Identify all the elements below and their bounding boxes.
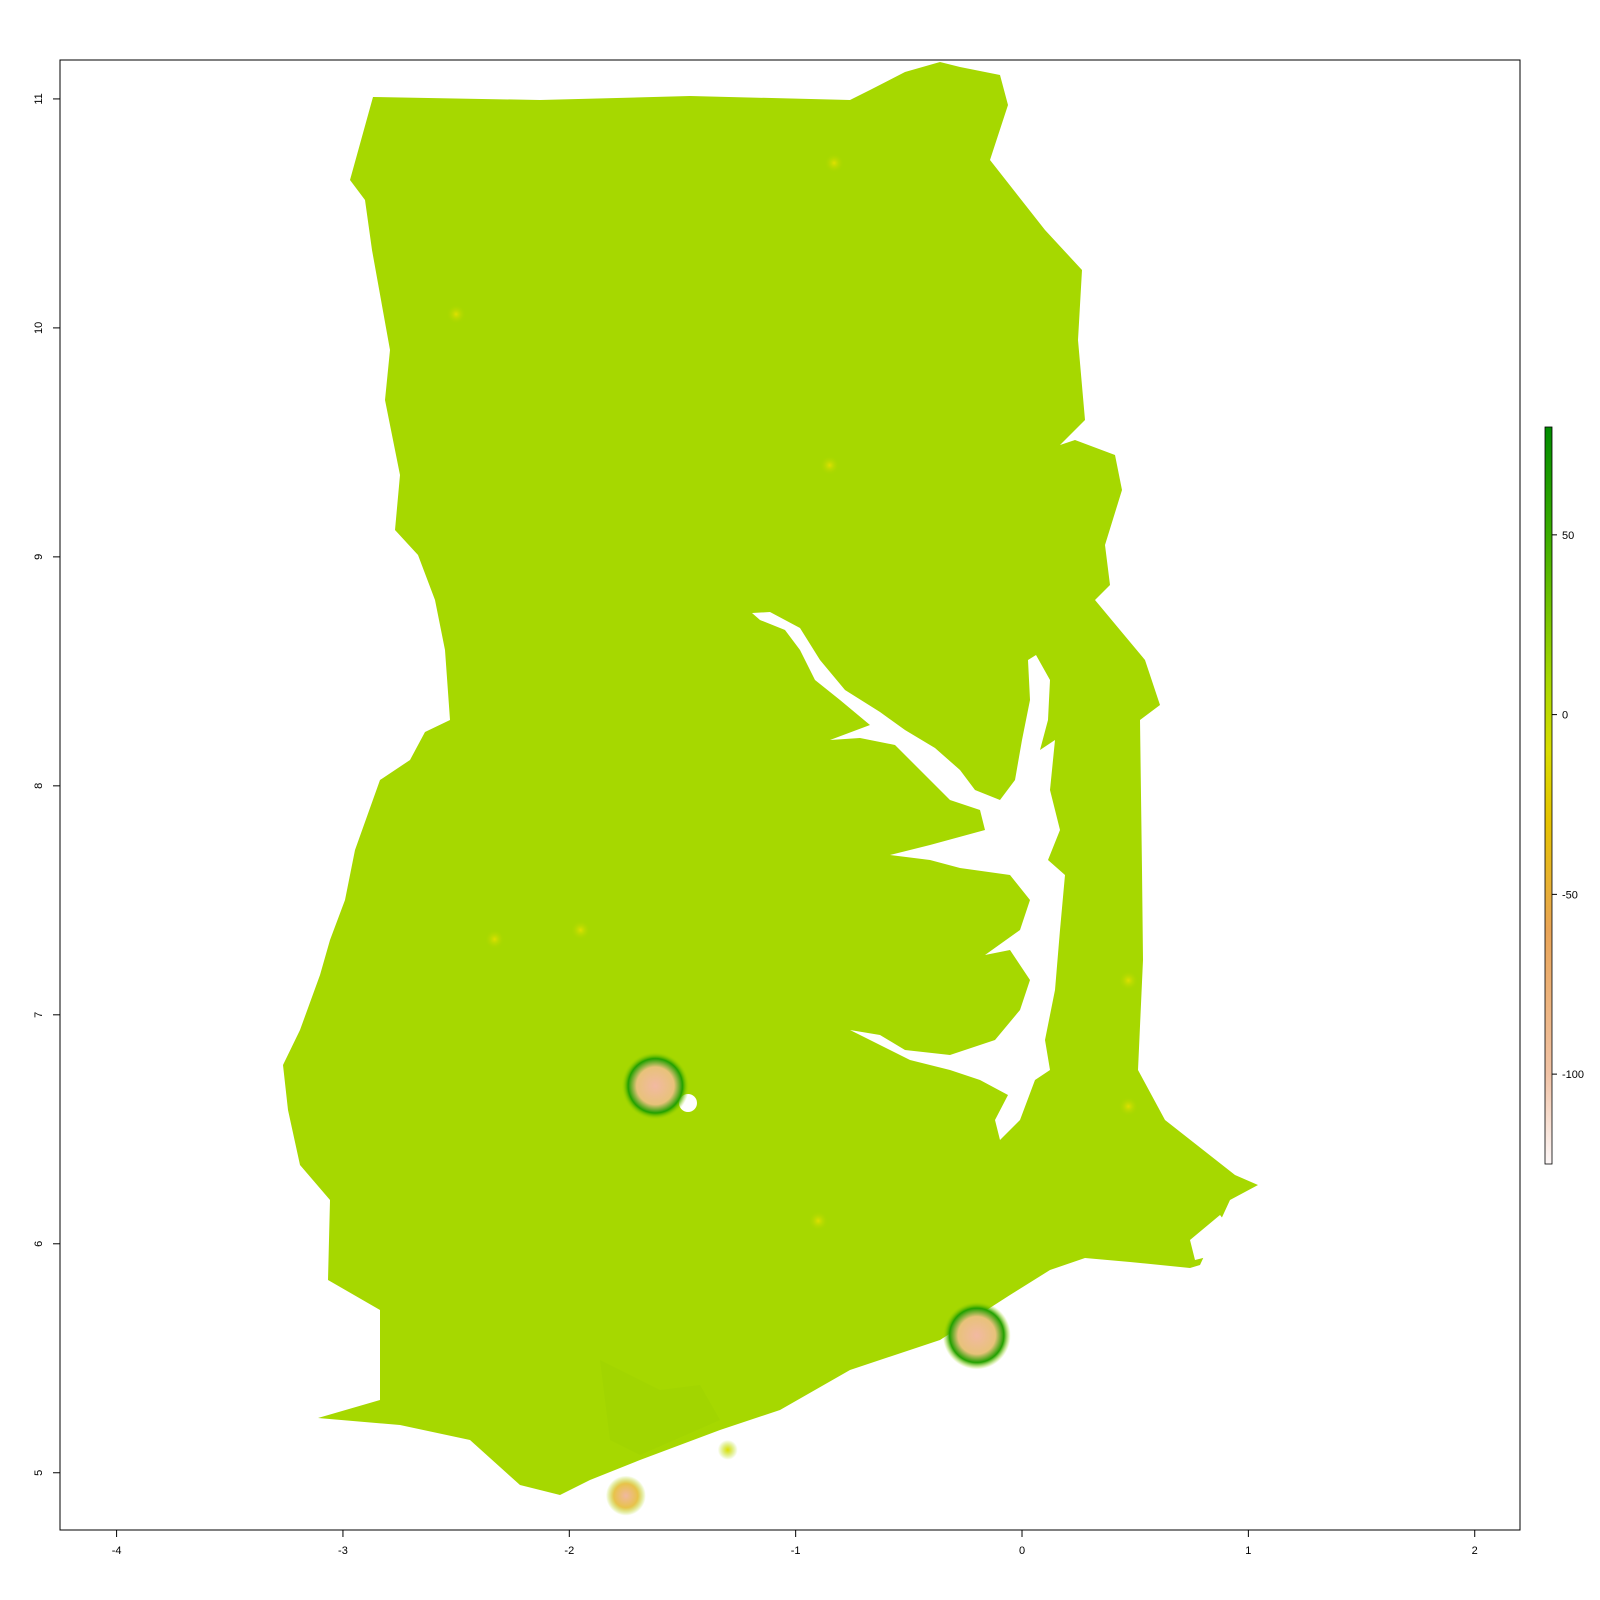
x-tick-label: 0 <box>1019 1545 1025 1557</box>
plot-frame <box>59 59 1521 1531</box>
country-raster-area <box>283 62 1258 1495</box>
y-tick-label: 8 <box>33 783 45 789</box>
hotspot-town <box>819 455 840 476</box>
hotspot-town <box>808 1210 829 1231</box>
hotspot-city-large <box>621 1051 690 1120</box>
x-tick-label: -2 <box>564 1545 574 1557</box>
color-legend: 50 0 -50 -100 <box>1544 426 1584 1165</box>
y-tick-label: 7 <box>33 1012 45 1018</box>
y-tick-label: 10 <box>33 322 45 334</box>
legend-ticks: 50 0 -50 -100 <box>1552 530 1584 1081</box>
urban-hotspots <box>446 153 1139 1516</box>
x-tick-label: 1 <box>1245 1545 1251 1557</box>
hotspot-city-large <box>942 1301 1011 1370</box>
x-tick-label: 2 <box>1472 1545 1478 1557</box>
y-axis: 5 6 7 8 9 10 11 <box>33 93 60 1476</box>
hotspot-town <box>824 153 845 174</box>
legend-tick-label: -50 <box>1562 889 1578 901</box>
hotspot-town <box>717 1439 738 1460</box>
x-tick-label: -4 <box>112 1545 122 1557</box>
y-tick-label: 5 <box>33 1470 45 1476</box>
legend-colorbar <box>1544 426 1553 1165</box>
x-axis: -4 -3 -2 -1 0 1 2 <box>112 1530 1478 1557</box>
x-tick-label: -1 <box>791 1545 801 1557</box>
hotspot-town <box>1118 1096 1139 1117</box>
y-tick-label: 6 <box>33 1241 45 1247</box>
legend-tick-label: -100 <box>1562 1069 1584 1081</box>
lake-volta <box>752 612 1065 1140</box>
hotspot-town <box>446 304 467 325</box>
legend-tick-label: 50 <box>1562 530 1574 542</box>
keta-lagoon <box>1190 1215 1232 1260</box>
y-tick-label: 9 <box>33 554 45 560</box>
hotspot-town <box>570 920 591 941</box>
hotspot-city-medium <box>605 1475 646 1516</box>
x-tick-label: -3 <box>338 1545 348 1557</box>
hotspot-town <box>1118 970 1139 991</box>
hotspot-town <box>484 929 505 950</box>
southern-forest-tint <box>600 1360 720 1455</box>
y-tick-label: 11 <box>33 93 45 104</box>
raster-layer <box>283 62 1258 1516</box>
legend-tick-label: 0 <box>1562 710 1568 722</box>
